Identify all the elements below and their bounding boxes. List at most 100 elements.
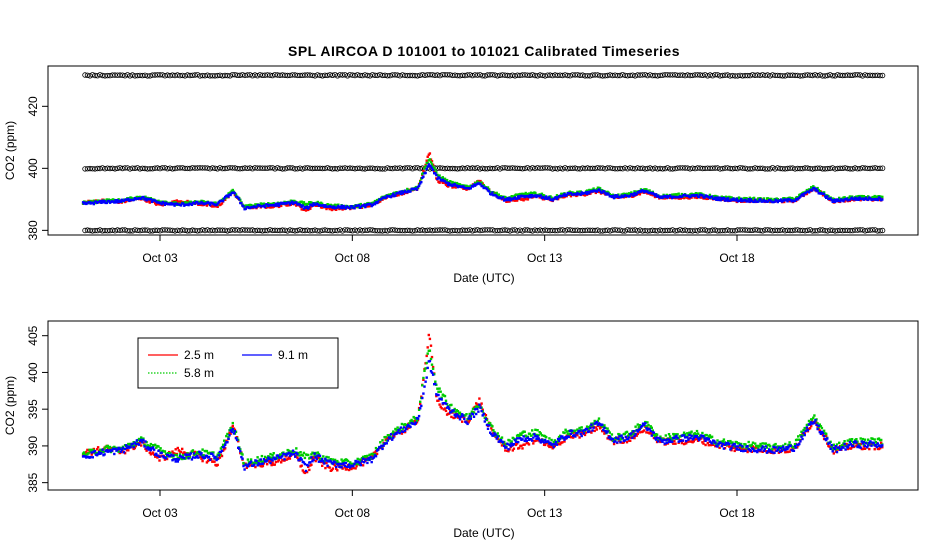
data-point: [647, 424, 649, 426]
data-point: [97, 446, 99, 448]
data-point: [183, 457, 185, 459]
y-tick-label: 380: [26, 220, 40, 240]
data-point: [527, 198, 529, 200]
data-point: [231, 431, 233, 433]
data-point: [438, 387, 440, 389]
data-point: [175, 460, 177, 462]
data-point: [457, 410, 459, 412]
data-point: [566, 430, 568, 432]
data-point: [274, 463, 276, 465]
data-point: [759, 443, 761, 445]
data-point: [613, 197, 615, 199]
data-point: [227, 195, 229, 197]
data-point: [826, 195, 828, 197]
data-point: [751, 444, 753, 446]
data-point: [809, 427, 811, 429]
data-point: [273, 452, 275, 454]
data-point: [450, 416, 452, 418]
data-point: [326, 465, 328, 467]
data-point: [596, 428, 598, 430]
data-point: [256, 456, 258, 458]
data-point: [702, 442, 704, 444]
data-point: [421, 384, 423, 386]
data-point: [524, 443, 526, 445]
data-point: [431, 364, 433, 366]
data-point: [373, 456, 375, 458]
data-point: [161, 452, 163, 454]
data-point: [238, 198, 240, 200]
data-point: [524, 431, 526, 433]
data-point: [363, 461, 365, 463]
data-point: [122, 447, 124, 449]
data-point: [291, 200, 293, 202]
data-point: [656, 434, 658, 436]
data-point: [812, 417, 814, 419]
y-tick-label: 390: [26, 436, 40, 456]
data-point: [711, 436, 713, 438]
data-point: [171, 459, 173, 461]
data-point: [749, 200, 751, 202]
x-tick-label: Oct 08: [335, 251, 371, 265]
data-point: [448, 182, 450, 184]
data-point: [307, 464, 309, 466]
data-point: [253, 464, 255, 466]
data-point: [355, 465, 357, 467]
data-point: [283, 458, 285, 460]
data-point: [797, 435, 799, 437]
data-point: [634, 426, 636, 428]
data-point: [697, 433, 699, 435]
data-point: [715, 199, 717, 201]
data-point: [282, 453, 284, 455]
data-point: [461, 421, 463, 423]
data-point: [268, 458, 270, 460]
data-point: [278, 459, 280, 461]
data-point: [740, 198, 742, 200]
data-point: [581, 426, 583, 428]
data-point: [409, 190, 411, 192]
data-point: [498, 193, 500, 195]
data-point: [385, 436, 387, 438]
data-point: [718, 196, 720, 198]
data-point: [698, 196, 700, 198]
data-point: [161, 203, 163, 205]
data-point: [881, 196, 883, 198]
data-point: [125, 444, 127, 446]
data-point: [746, 200, 748, 202]
data-point: [232, 428, 234, 430]
data-point: [833, 444, 835, 446]
data-point: [310, 464, 312, 466]
data-point: [152, 446, 154, 448]
data-point: [578, 436, 580, 438]
data-point: [855, 438, 857, 440]
data-point: [867, 439, 869, 441]
data-point: [363, 204, 365, 206]
data-point: [340, 458, 342, 460]
data-point: [811, 189, 813, 191]
data-point: [613, 443, 615, 445]
data-point: [717, 199, 719, 201]
data-point: [424, 165, 426, 167]
data-point: [337, 463, 339, 465]
data-point: [365, 459, 367, 461]
data-point: [311, 205, 313, 207]
data-point: [117, 451, 119, 453]
data-point: [395, 429, 397, 431]
data-point: [362, 464, 364, 466]
data-point: [786, 200, 788, 202]
data-point: [94, 450, 96, 452]
data-point: [633, 437, 635, 439]
data-point: [344, 465, 346, 467]
data-point: [501, 436, 503, 438]
data-point: [302, 454, 304, 456]
data-point: [804, 427, 806, 429]
data-point: [142, 196, 144, 198]
data-point: [259, 463, 261, 465]
data-point: [349, 207, 351, 209]
data-point: [491, 191, 493, 193]
data-point: [190, 452, 192, 454]
data-point: [774, 443, 776, 445]
data-point: [563, 432, 565, 434]
data-point: [129, 446, 131, 448]
data-point: [156, 454, 158, 456]
